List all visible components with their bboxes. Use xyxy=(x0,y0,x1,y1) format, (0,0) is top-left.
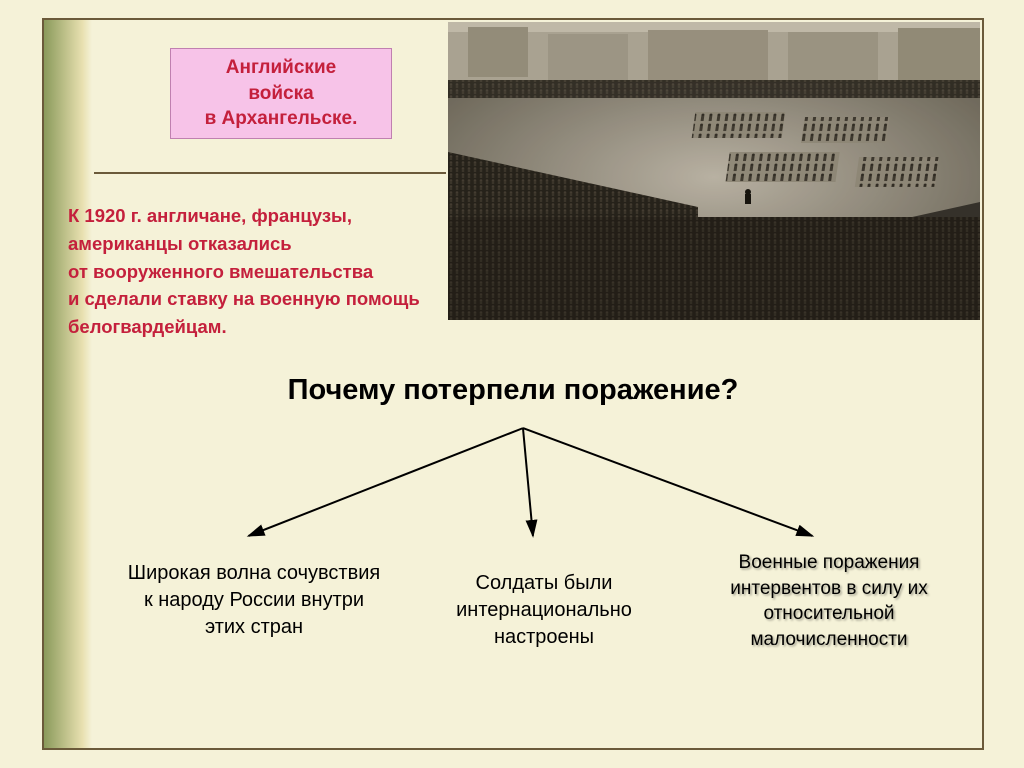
branching-arrows xyxy=(44,418,982,548)
title-box: Английские войска в Архангельске. xyxy=(170,48,392,139)
title-line-2: войска xyxy=(179,81,383,107)
central-question: Почему потерпели поражение? xyxy=(44,374,982,407)
slide-frame: Английские войска в Архангельске. xyxy=(42,18,984,750)
reason-1: Широкая волна сочувствия к народу России… xyxy=(124,560,384,641)
title-line-3: в Архангельске. xyxy=(179,106,383,132)
reason-3: Военные поражения интервентов в силу их … xyxy=(704,550,954,653)
divider-line xyxy=(94,172,446,174)
red-paragraph: К 1920 г. англичане, французы, американц… xyxy=(68,202,448,341)
historical-photo xyxy=(448,22,980,320)
reason-2: Солдаты были интернационально настроены xyxy=(414,570,674,651)
title-line-1: Английские xyxy=(179,55,383,81)
